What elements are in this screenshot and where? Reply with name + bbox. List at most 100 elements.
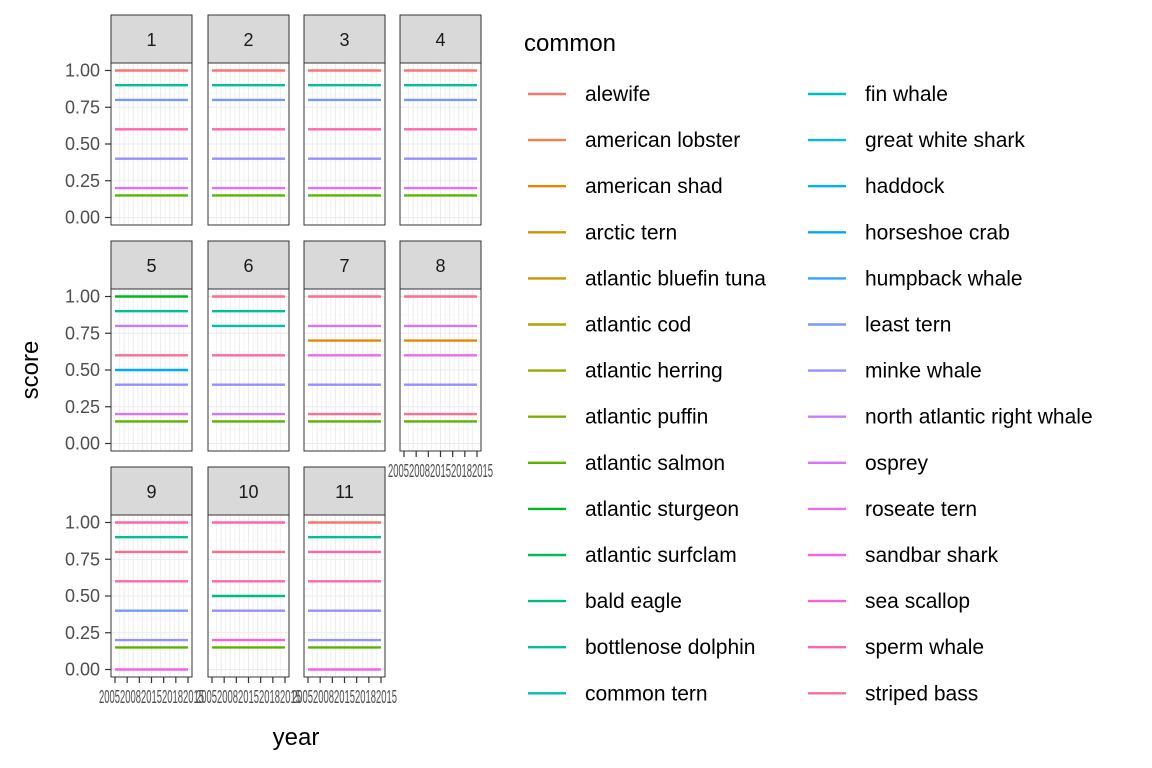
legend-item-atlantic-surfclam: atlantic surfclam bbox=[528, 544, 737, 567]
legend-label: humpback whale bbox=[865, 267, 1023, 290]
legend-label: minke whale bbox=[865, 360, 982, 383]
y-tick-label: 0.25 bbox=[65, 171, 100, 191]
legend-item-atlantic-bluefin-tuna: atlantic bluefin tuna bbox=[528, 267, 766, 290]
facet-strip-label: 7 bbox=[339, 256, 349, 276]
facet-panel-6: 6 bbox=[207, 240, 290, 452]
legend-label: sandbar shark bbox=[865, 544, 999, 567]
facet-strip-label: 2 bbox=[243, 30, 253, 50]
legend-label: horseshoe crab bbox=[865, 221, 1010, 244]
facet-panel-2: 2 bbox=[207, 14, 290, 226]
x-axis-2: 20052008201520182015 bbox=[99, 677, 204, 707]
y-tick-label: 0.75 bbox=[65, 549, 100, 569]
legend-item-atlantic-herring: atlantic herring bbox=[528, 360, 723, 383]
legend-item-bottlenose-dolphin: bottlenose dolphin bbox=[528, 636, 755, 659]
legend-label: alewife bbox=[585, 83, 650, 106]
x-axis-3: 20052008201520182015 bbox=[196, 677, 301, 707]
legend-item-roseate-tern: roseate tern bbox=[808, 498, 977, 521]
legend-item-minke-whale: minke whale bbox=[808, 360, 982, 383]
legend-title: common bbox=[524, 30, 616, 57]
legend-item-sandbar-shark: sandbar shark bbox=[808, 544, 999, 567]
legend-label: atlantic bluefin tuna bbox=[585, 267, 766, 290]
legend-label: atlantic puffin bbox=[585, 406, 708, 429]
facet-strip bbox=[207, 14, 290, 64]
legend-item-humpback-whale: humpback whale bbox=[808, 267, 1023, 290]
legend-label: fin whale bbox=[865, 83, 948, 106]
x-tick-labels: 20052008201520182015 bbox=[292, 687, 397, 707]
facet-strip bbox=[110, 14, 193, 64]
y-tick-label: 1.00 bbox=[65, 287, 100, 307]
legend-label: common tern bbox=[585, 682, 708, 705]
legend-label: haddock bbox=[865, 175, 945, 198]
facet-strip bbox=[207, 466, 290, 516]
legend-label: atlantic surfclam bbox=[585, 544, 737, 567]
legend-label: osprey bbox=[865, 452, 929, 475]
legend-item-least-tern: least tern bbox=[808, 314, 951, 337]
x-tick-labels: 20052008201520182015 bbox=[196, 687, 301, 707]
y-tick-label: 0.00 bbox=[65, 208, 100, 228]
y-tick-label: 1.00 bbox=[65, 61, 100, 81]
axes: 0.00 0.25 0.50 0.75 1.00 0.00 0.25 0.50 0.75 1.00… bbox=[65, 61, 493, 708]
legend-label: bottlenose dolphin bbox=[585, 636, 755, 659]
y-tick-label: 1.00 bbox=[65, 513, 100, 533]
facet-strip bbox=[110, 240, 193, 290]
legend-item-osprey: osprey bbox=[808, 452, 929, 475]
facet-strip bbox=[399, 240, 482, 290]
legend-item-bald-eagle: bald eagle bbox=[528, 590, 682, 613]
x-tick-labels: 20052008201520182015 bbox=[388, 461, 493, 481]
legend-label: american shad bbox=[585, 175, 723, 198]
legend-label: bald eagle bbox=[585, 590, 682, 613]
facet-panel-11: 11 bbox=[303, 466, 386, 678]
y-axis-title: score bbox=[17, 341, 44, 400]
panel-border bbox=[207, 288, 290, 452]
y-tick-label: 0.25 bbox=[65, 397, 100, 417]
legend-item-striped-bass: striped bass bbox=[808, 682, 978, 705]
legend-label: atlantic salmon bbox=[585, 452, 725, 475]
legend-item-north-atlantic-right-whale: north atlantic right whale bbox=[808, 406, 1093, 429]
legend-item-american-shad: american shad bbox=[528, 175, 723, 198]
x-axis-title: year bbox=[273, 724, 320, 751]
x-tick-labels: 20052008201520182015 bbox=[99, 687, 204, 707]
legend-label: american lobster bbox=[585, 129, 740, 152]
facet-panel-3: 3 bbox=[303, 14, 386, 226]
facet-panel-5: 5 bbox=[110, 240, 193, 452]
legend-label: atlantic sturgeon bbox=[585, 498, 739, 521]
legend-label: least tern bbox=[865, 314, 951, 337]
legend-item-alewife: alewife bbox=[528, 83, 650, 106]
legend-label: sea scallop bbox=[865, 590, 970, 613]
y-tick-label: 0.50 bbox=[65, 586, 100, 606]
legend-item-fin-whale: fin whale bbox=[808, 83, 948, 106]
facet-panel-1: 1 bbox=[110, 14, 193, 226]
legend-item-american-lobster: american lobster bbox=[528, 129, 740, 152]
y-tick-label: 0.00 bbox=[65, 660, 100, 680]
y-axis-row-3: 0.00 0.25 0.50 0.75 1.00 bbox=[65, 513, 111, 680]
panel-border bbox=[303, 288, 386, 452]
facet-strip-label: 4 bbox=[435, 30, 445, 50]
facet-strip-label: 8 bbox=[435, 256, 445, 276]
y-tick-label: 0.50 bbox=[65, 134, 100, 154]
legend-item-horseshoe-crab: horseshoe crab bbox=[808, 221, 1010, 244]
legend-item-haddock: haddock bbox=[808, 175, 945, 198]
facet-strip-label: 11 bbox=[335, 482, 354, 502]
x-axis-1: 20052008201520182015 bbox=[388, 451, 493, 481]
facet-panel-7: 7 bbox=[303, 240, 386, 452]
panel-border bbox=[207, 62, 290, 226]
legend-label: striped bass bbox=[865, 682, 978, 705]
facet-strip-label: 5 bbox=[146, 256, 156, 276]
facet-panel-10: 10 bbox=[207, 466, 290, 678]
legend-item-sperm-whale: sperm whale bbox=[808, 636, 984, 659]
legend-item-common-tern: common tern bbox=[528, 682, 708, 705]
facet-strip-label: 3 bbox=[339, 30, 349, 50]
legend-item-atlantic-cod: atlantic cod bbox=[528, 314, 691, 337]
facet-strip-label: 10 bbox=[238, 482, 258, 502]
legend-item-atlantic-puffin: atlantic puffin bbox=[528, 406, 708, 429]
facet-panel-8: 8 bbox=[399, 240, 482, 452]
panel-border bbox=[399, 62, 482, 226]
facet-strip-label: 6 bbox=[243, 256, 253, 276]
legend-label: great white shark bbox=[865, 129, 1025, 152]
legend: alewife american lobster american shad arct… bbox=[528, 83, 1093, 705]
legend-item-atlantic-salmon: atlantic salmon bbox=[528, 452, 725, 475]
y-axis-row-1: 0.00 0.25 0.50 0.75 1.00 bbox=[65, 61, 111, 228]
legend-label: arctic tern bbox=[585, 221, 677, 244]
facet-panel-4: 4 bbox=[399, 14, 482, 226]
y-tick-label: 0.75 bbox=[65, 323, 100, 343]
